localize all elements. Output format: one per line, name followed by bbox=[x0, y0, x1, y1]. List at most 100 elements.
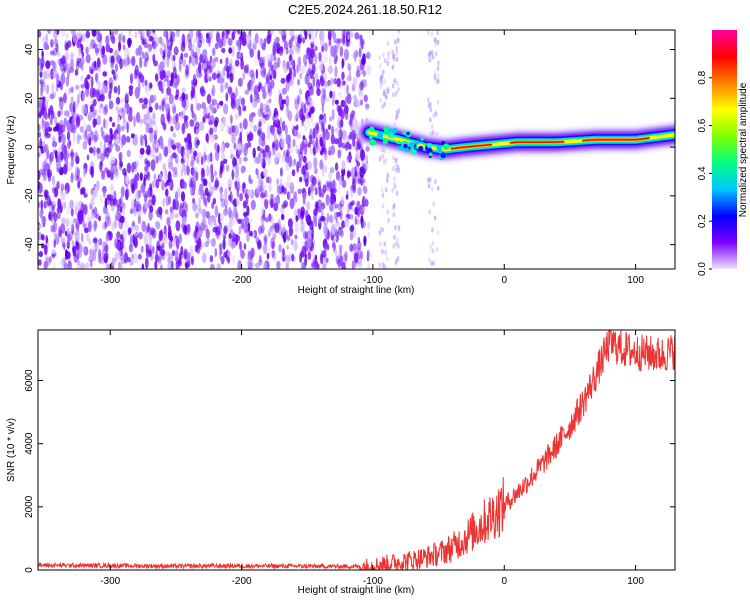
noise-speckle bbox=[304, 138, 308, 148]
noise-speckle bbox=[395, 115, 398, 121]
noise-speckle bbox=[74, 230, 79, 236]
noise-speckle bbox=[380, 73, 384, 79]
noise-speckle bbox=[175, 142, 180, 149]
noise-speckle bbox=[231, 133, 236, 144]
noise-speckle bbox=[289, 39, 293, 50]
noise-speckle bbox=[134, 134, 138, 145]
noise-speckle bbox=[316, 88, 321, 97]
noise-speckle bbox=[298, 159, 302, 169]
noise-speckle bbox=[206, 135, 210, 144]
x-tick-label: -200 bbox=[232, 275, 252, 286]
noise-speckle bbox=[131, 253, 134, 260]
noise-speckle bbox=[359, 58, 362, 65]
noise-speckle bbox=[56, 181, 60, 190]
noise-speckle bbox=[39, 137, 43, 150]
noise-speckle bbox=[367, 231, 371, 238]
noise-speckle bbox=[285, 124, 288, 136]
noise-speckle bbox=[436, 73, 440, 79]
noise-speckle bbox=[89, 104, 94, 113]
noise-speckle bbox=[382, 102, 386, 108]
noise-speckle bbox=[323, 146, 327, 155]
noise-speckle bbox=[273, 61, 279, 70]
noise-speckle bbox=[88, 136, 92, 146]
noise-speckle bbox=[261, 132, 266, 141]
noise-speckle bbox=[352, 94, 358, 101]
noise-speckle bbox=[93, 134, 98, 143]
noise-speckle bbox=[430, 260, 433, 266]
noise-speckle bbox=[297, 149, 301, 155]
noise-speckle bbox=[172, 106, 176, 114]
noise-speckle bbox=[360, 149, 366, 161]
noise-speckle bbox=[84, 106, 87, 115]
noise-speckle bbox=[155, 125, 158, 137]
noise-speckle bbox=[61, 133, 66, 146]
noise-speckle bbox=[318, 186, 322, 198]
noise-speckle bbox=[92, 249, 97, 262]
noise-speckle bbox=[333, 235, 337, 243]
noise-speckle bbox=[89, 87, 95, 99]
noise-speckle bbox=[365, 154, 369, 164]
noise-speckle bbox=[185, 120, 189, 127]
noise-speckle bbox=[38, 57, 41, 67]
noise-speckle bbox=[224, 205, 228, 214]
noise-speckle bbox=[282, 120, 286, 132]
noise-speckle bbox=[331, 108, 335, 121]
ridge-blob bbox=[391, 127, 398, 134]
noise-speckle bbox=[243, 243, 247, 250]
noise-speckle bbox=[163, 225, 167, 235]
noise-speckle bbox=[173, 166, 178, 175]
noise-speckle bbox=[210, 186, 215, 196]
noise-speckle bbox=[63, 65, 67, 73]
noise-speckle bbox=[226, 72, 230, 80]
noise-speckle bbox=[201, 37, 205, 45]
noise-speckle bbox=[354, 215, 357, 226]
noise-speckle bbox=[274, 114, 279, 125]
noise-speckle bbox=[95, 48, 99, 56]
noise-speckle bbox=[306, 160, 312, 171]
noise-speckle bbox=[349, 214, 354, 220]
noise-speckle bbox=[229, 153, 234, 159]
noise-speckle bbox=[145, 243, 149, 254]
noise-speckle bbox=[214, 179, 220, 188]
noise-speckle bbox=[38, 251, 43, 258]
noise-speckle bbox=[167, 50, 172, 57]
noise-speckle bbox=[428, 51, 432, 58]
noise-speckle bbox=[240, 250, 246, 260]
noise-speckle bbox=[195, 121, 200, 130]
noise-speckle bbox=[59, 151, 64, 161]
noise-speckle bbox=[301, 245, 307, 257]
noise-speckle bbox=[104, 239, 108, 247]
noise-speckle bbox=[255, 157, 260, 165]
noise-speckle bbox=[309, 183, 314, 194]
noise-speckle bbox=[215, 226, 221, 236]
noise-speckle bbox=[313, 157, 318, 169]
noise-speckle bbox=[171, 152, 177, 159]
noise-speckle bbox=[351, 200, 356, 206]
noise-speckle bbox=[383, 58, 387, 64]
noise-speckle bbox=[171, 260, 174, 269]
noise-speckle bbox=[65, 218, 70, 228]
noise-speckle bbox=[191, 168, 196, 179]
noise-speckle bbox=[186, 163, 189, 175]
noise-speckle bbox=[243, 147, 248, 157]
noise-speckle bbox=[205, 211, 210, 219]
noise-speckle bbox=[113, 190, 117, 200]
noise-speckle bbox=[265, 176, 270, 184]
noise-speckle bbox=[76, 133, 80, 145]
noise-speckle bbox=[209, 30, 214, 36]
noise-speckle bbox=[205, 228, 210, 239]
noise-speckle bbox=[82, 91, 85, 103]
noise-speckle bbox=[104, 220, 108, 229]
noise-speckle bbox=[208, 165, 213, 178]
noise-speckle bbox=[103, 142, 107, 150]
noise-speckle bbox=[172, 76, 176, 89]
noise-speckle bbox=[383, 88, 386, 95]
noise-speckle bbox=[110, 62, 115, 69]
noise-speckle bbox=[333, 58, 337, 65]
noise-speckle bbox=[270, 226, 275, 236]
noise-speckle bbox=[214, 116, 219, 125]
noise-speckle bbox=[393, 39, 397, 45]
noise-speckle bbox=[381, 203, 385, 209]
noise-speckle bbox=[125, 175, 130, 185]
noise-speckle bbox=[396, 256, 400, 262]
